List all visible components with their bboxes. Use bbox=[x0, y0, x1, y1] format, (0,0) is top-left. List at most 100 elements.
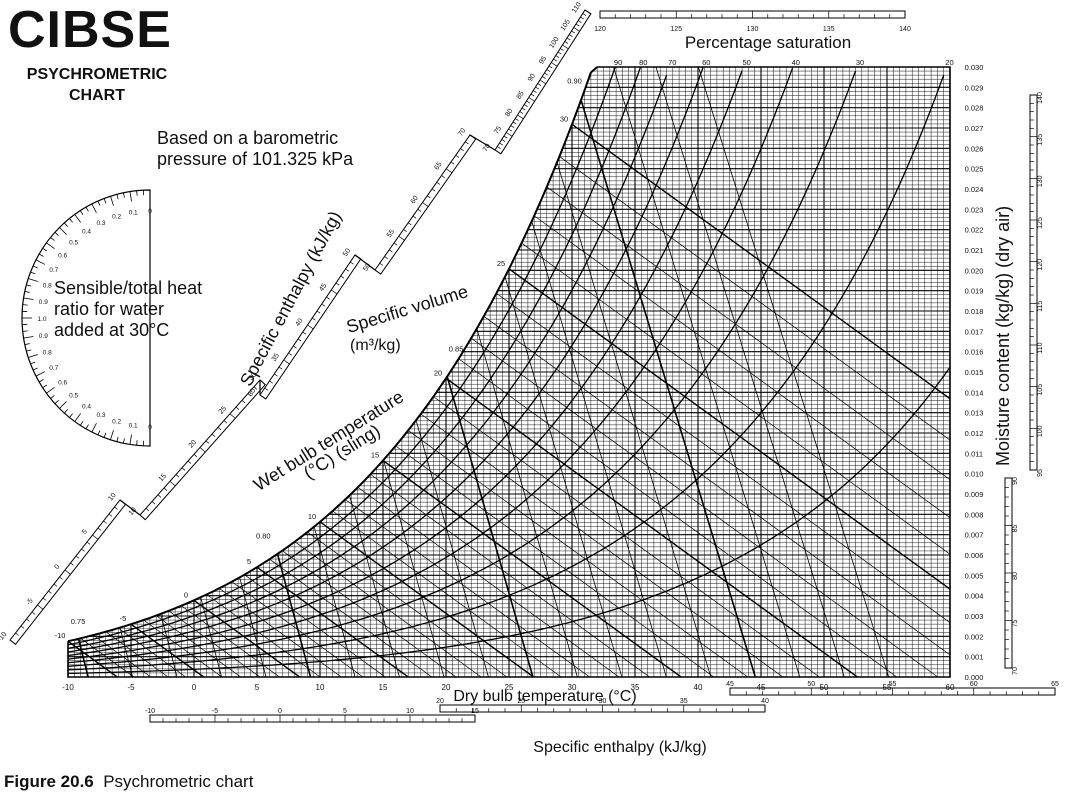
enthalpy-diagonal-scale-3-label: 40 bbox=[295, 317, 305, 327]
enthalpy-diagonal-scale-3-tick bbox=[297, 338, 302, 342]
enthalpy-diagonal-scale-5-label: 110 bbox=[571, 1, 583, 14]
wet-bulb-tick-label: 20 bbox=[434, 368, 442, 377]
enthalpy-diagonal-scale-3-tick bbox=[269, 380, 273, 384]
saturation-percent-label: 20 bbox=[945, 58, 953, 67]
y-tick-label: 0.004 bbox=[965, 592, 984, 601]
enthalpy-diagonal-scale-1-tick bbox=[103, 520, 107, 524]
protractor-tick bbox=[54, 400, 59, 404]
enthalpy-diagonal-scale-5-tick bbox=[517, 114, 524, 120]
protractor-tick bbox=[46, 387, 55, 394]
protractor-label: 0.8 bbox=[43, 349, 52, 356]
chart-grid bbox=[68, 67, 950, 677]
protractor-tick bbox=[136, 190, 138, 196]
protractor-tick bbox=[122, 438, 125, 444]
protractor-label: 0.3 bbox=[96, 220, 105, 227]
enthalpy-right-scale-lower-label: 75 bbox=[1012, 620, 1019, 628]
enthalpy-diagonal-scale-1-tick bbox=[114, 506, 118, 510]
wet-bulb-tick-label: -10 bbox=[55, 631, 66, 640]
enthalpy-diagonal-scale-2-tick bbox=[247, 393, 252, 397]
wet-bulb-line bbox=[433, 396, 820, 677]
enthalpy-diagonal-scale-5-tick bbox=[512, 121, 517, 125]
enthalpy-right-scale-upper: 95 100 105 110 115 120 125 130 135 140 bbox=[1029, 92, 1044, 477]
protractor-tick bbox=[69, 413, 73, 418]
y-tick-label: 0.001 bbox=[965, 653, 984, 662]
enthalpy-diagonal-scale-3-tick bbox=[307, 324, 314, 330]
wet-bulb-line bbox=[319, 521, 535, 677]
wet-bulb-line bbox=[533, 215, 950, 656]
enthalpy-top-scale-label: 135 bbox=[823, 26, 835, 33]
y-tick-label: 0.002 bbox=[965, 632, 984, 641]
protractor-tick bbox=[69, 218, 73, 223]
x-axis-label: Dry bulb temperature (°C) bbox=[453, 688, 636, 705]
enthalpy-diagonal-scale-3-label: 50 bbox=[342, 247, 352, 257]
enthalpy-bottom-scale-1: -10 -5 0 5 10 15 bbox=[145, 708, 479, 723]
enthalpy-diagonal-scale-4-tick bbox=[398, 235, 405, 241]
protractor-note-line2: ratio for water bbox=[54, 299, 165, 319]
enthalpy-diagonal-scale-5-tick bbox=[519, 111, 524, 114]
enthalpy-diagonal-scale-3-tick bbox=[321, 303, 326, 307]
enthalpy-diagonal-scale-1-tick bbox=[59, 576, 63, 580]
enthalpy-diagonal-scale-3-label: 35 bbox=[271, 352, 281, 362]
protractor-tick bbox=[59, 401, 67, 409]
enthalpy-diagonal-scale-4-tick bbox=[408, 222, 412, 226]
y-tick-label: 0.022 bbox=[965, 226, 984, 235]
enthalpy-diagonal-scale-4-label: 55 bbox=[386, 229, 396, 239]
protractor-label: 0.2 bbox=[112, 419, 121, 426]
enthalpy-diagonal-scale-3-tick bbox=[345, 268, 349, 272]
enthalpy-diagonal-scale-3-tick bbox=[283, 359, 290, 365]
enthalpy-diagonal-scale-4-tick bbox=[379, 262, 384, 266]
enthalpy-diagonal-scale-2-tick bbox=[193, 453, 198, 458]
enthalpy-diagonal-scale-2: 10 15 20 25 30 bbox=[128, 371, 266, 521]
y-tick-label: 0.000 bbox=[965, 673, 984, 682]
enthalpy-diagonal-scale-5-tick bbox=[573, 27, 580, 32]
enthalpy-diagonal-scale-4-tick bbox=[412, 215, 417, 219]
enthalpy-diagonal-scale-3-tick bbox=[350, 261, 354, 265]
brand-subtitle: PSYCHROMETRIC CHART bbox=[12, 64, 182, 106]
x-tick-label: 30 bbox=[568, 683, 577, 692]
enthalpy-diagonal-scale-1-tick bbox=[9, 639, 16, 645]
wet-bulb-tick-label: 15 bbox=[371, 451, 379, 460]
enthalpy-diagonal-scale-4-tick bbox=[384, 256, 388, 260]
heat-ratio-protractor: 00.10.20.30.40.50.60.70.80.91.00.90.80.7… bbox=[21, 189, 152, 447]
protractor-label: 0.8 bbox=[43, 283, 52, 290]
x-tick-label: 25 bbox=[505, 683, 514, 692]
enthalpy-bottom-scale-1-label: -5 bbox=[212, 708, 218, 715]
protractor-tick bbox=[35, 371, 46, 377]
enthalpy-diagonal-scale-2-tick bbox=[199, 447, 206, 453]
enthalpy-diagonal-scale-1: -10 -5 0 5 10 bbox=[0, 492, 127, 646]
saturation-curve-100 bbox=[67, 66, 598, 643]
enthalpy-diagonal-scale-2-tick bbox=[181, 467, 186, 471]
protractor-tick bbox=[32, 367, 38, 371]
enthalpy-bottom-scale-2-label: 40 bbox=[761, 698, 769, 705]
enthalpy-diagonal-scale-1-tick bbox=[37, 604, 44, 610]
enthalpy-right-scale-upper-label: 135 bbox=[1037, 134, 1044, 146]
protractor-tick bbox=[42, 384, 48, 389]
protractor-tick bbox=[91, 422, 97, 433]
saturation-percent-label: 80 bbox=[639, 58, 647, 67]
y-tick-label: 0.024 bbox=[965, 185, 984, 194]
enthalpy-right-scale-upper-bar bbox=[1029, 94, 1038, 471]
wet-bulb-tick-label: 5 bbox=[247, 557, 251, 566]
enthalpy-diagonal-scale-5-tick bbox=[533, 90, 537, 93]
enthalpy-bottom-scale-1-label: -10 bbox=[145, 708, 155, 715]
enthalpy-bottom-scale-1-label: 0 bbox=[278, 708, 282, 715]
x-tick-label: -5 bbox=[127, 683, 135, 692]
enthalpy-diagonal-scale-5-tick bbox=[503, 135, 508, 139]
saturation-curve-60 bbox=[68, 67, 705, 657]
protractor-label: 0.6 bbox=[58, 379, 67, 386]
enthalpy-diagonal-scale-4-tick bbox=[389, 249, 393, 253]
protractor-tick bbox=[74, 214, 81, 223]
protractor-tick bbox=[23, 336, 34, 339]
enthalpy-diagonal-scale-2-label: 20 bbox=[188, 439, 198, 450]
protractor-tick bbox=[97, 200, 101, 206]
enthalpy-bottom-scale-2-label: 20 bbox=[436, 698, 444, 705]
enthalpy-diagonal-scale-5-tick bbox=[510, 125, 515, 128]
enthalpy-diagonal-scale-1-label: 10 bbox=[107, 492, 117, 503]
saturation-curve-40 bbox=[68, 67, 794, 664]
enthalpy-bottom-scale-3-label: 45 bbox=[726, 681, 734, 688]
enthalpy-top-scale-label: 130 bbox=[747, 26, 759, 33]
enthalpy-diagonal-scale-3-label: 30 bbox=[247, 387, 257, 397]
protractor-label: 0.1 bbox=[129, 209, 138, 216]
wet-bulb-tick-label: -5 bbox=[120, 614, 127, 623]
